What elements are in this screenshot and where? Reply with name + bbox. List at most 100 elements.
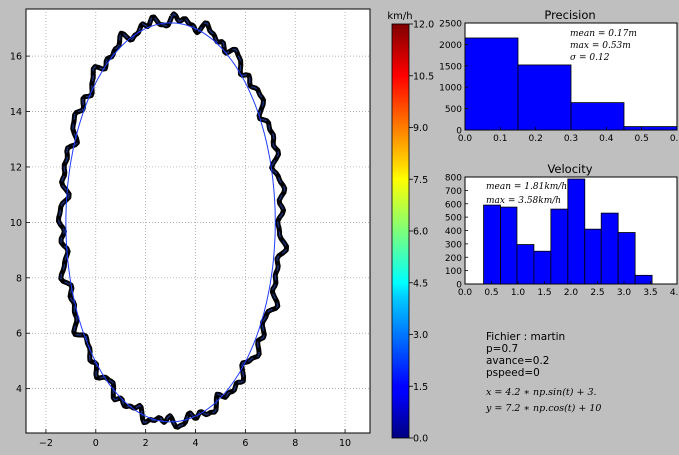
x-tick-label: 0.2 xyxy=(529,134,543,144)
histogram-bar xyxy=(617,232,636,285)
y-tick-label: 10 xyxy=(10,218,22,229)
velocity-mean: mean = 1.81km/h xyxy=(486,182,567,192)
x-tick-label: 0.5 xyxy=(635,134,649,144)
histogram-bar xyxy=(483,204,501,285)
x-tick-label: 10 xyxy=(339,438,351,449)
y-tick-label: 600 xyxy=(445,200,462,210)
trajectory-speed-trace xyxy=(57,12,288,428)
y-tick-label: 300 xyxy=(445,240,462,250)
y-tick-label: 700 xyxy=(445,187,462,197)
y-tick-label: 800 xyxy=(445,174,462,184)
y-tick-label: 1000 xyxy=(439,84,462,94)
x-tick-label: 0.1 xyxy=(493,134,507,144)
x-tick-label: 6 xyxy=(242,438,248,449)
colorbar-tick-label: 1.5 xyxy=(413,382,428,393)
velocity-bars xyxy=(483,178,653,285)
reference-ellipse xyxy=(65,22,276,423)
precision-x-axis: 0.0 0.1 0.2 0.3 0.4 0.5 0.6 xyxy=(458,127,679,144)
x-tick-label: 3.0 xyxy=(617,288,632,298)
x-tick-label: 2.0 xyxy=(564,288,579,298)
colorbar-label: km/h xyxy=(387,11,412,22)
y-tick-label: 8 xyxy=(16,273,22,284)
y-tick-label: 200 xyxy=(445,254,462,264)
y-tick-label: 500 xyxy=(445,214,462,224)
x-tick-label: −2 xyxy=(39,438,53,449)
histogram-bar xyxy=(623,126,678,131)
precision-y-axis: 0 500 1000 1500 2000 2500 xyxy=(439,20,468,137)
velocity-max: max = 3.58km/h xyxy=(486,196,561,206)
histogram-bar xyxy=(584,228,602,285)
histogram-bar xyxy=(464,37,519,131)
x-tick-label: 3.5 xyxy=(643,288,657,298)
y-tick-label: 100 xyxy=(445,267,462,277)
x-tick-label: 2 xyxy=(143,438,149,449)
histogram-bar xyxy=(634,274,653,285)
y-axis: 4 6 8 10 12 14 16 xyxy=(10,52,30,395)
x-tick-label: 0.4 xyxy=(599,134,614,144)
precision-title: Precision xyxy=(544,8,595,22)
histogram-bar xyxy=(500,206,518,285)
colorbar-tick-label: 9.0 xyxy=(413,123,428,134)
colorbar-ticks: 0.0 1.5 3.0 4.5 6.0 7.5 9.0 10.5 12.0 xyxy=(409,20,434,445)
x-tick-label: 0.0 xyxy=(458,134,473,144)
velocity-x-axis: 0.0 0.5 1.0 1.5 2.0 2.5 3.0 3.5 4.0 xyxy=(458,281,679,298)
histogram-bar xyxy=(516,244,535,285)
precision-max: max = 0.53m xyxy=(570,41,631,51)
histogram-bar xyxy=(600,212,619,285)
param-p: p=0.7 xyxy=(486,343,519,355)
y-tick-label: 400 xyxy=(445,227,462,237)
x-tick-label: 2.5 xyxy=(590,288,604,298)
x-tick-label: 0.5 xyxy=(484,288,498,298)
colorbar-tick-label: 0.0 xyxy=(413,434,428,445)
y-tick-label: 4 xyxy=(16,384,22,395)
y-tick-label: 0 xyxy=(456,281,462,291)
colorbar-tick-label: 6.0 xyxy=(413,227,428,238)
x-tick-label: 4.0 xyxy=(670,288,679,298)
y-tick-label: 16 xyxy=(10,52,22,63)
file-name: Fichier : martin xyxy=(486,331,566,343)
histogram-bar xyxy=(550,208,569,285)
colorbar: km/h 0.0 1.5 3.0 4.5 6.0 7.5 9.0 10.5 12.0 xyxy=(387,11,434,445)
histogram-bar xyxy=(570,102,625,131)
y-tick-label: 0 xyxy=(456,127,462,137)
colorbar-tick-label: 3.0 xyxy=(413,330,428,341)
colorbar-tick-label: 7.5 xyxy=(413,175,428,186)
trajectory-plot: −2 0 2 4 6 8 10 4 6 8 10 12 14 16 xyxy=(10,8,371,449)
param-pspeed: pspeed=0 xyxy=(486,367,540,379)
colorbar-tick-label: 4.5 xyxy=(413,278,428,289)
precision-sigma: σ = 0.12 xyxy=(570,53,610,63)
equation-y: y = 7.2 ∗ np.cos(t) + 10 xyxy=(486,403,602,414)
x-tick-label: 1.0 xyxy=(511,288,526,298)
y-tick-label: 2000 xyxy=(439,41,462,51)
colorbar-gradient xyxy=(391,23,410,439)
x-tick-label: 1.5 xyxy=(537,288,551,298)
y-tick-label: 14 xyxy=(10,107,22,118)
x-tick-label: 0.6 xyxy=(670,134,679,144)
equation-x: x = 4.2 ∗ np.sin(t) + 3. xyxy=(486,387,597,398)
precision-bars xyxy=(464,37,678,131)
y-tick-label: 6 xyxy=(16,329,22,340)
x-axis: −2 0 2 4 6 8 10 xyxy=(39,429,351,449)
colorbar-tick-label: 10.5 xyxy=(413,71,434,82)
velocity-y-axis: 0 100 200 300 400 500 600 700 800 xyxy=(445,174,468,291)
x-tick-label: 8 xyxy=(292,438,298,449)
x-tick-label: 4 xyxy=(192,438,198,449)
x-tick-label: 0.3 xyxy=(564,134,578,144)
precision-histogram: Precision 0 500 1000 1500 2000 2500 0.0 0.1 0.2… xyxy=(439,8,679,144)
param-avance: avance=0.2 xyxy=(486,355,550,367)
precision-mean: mean = 0.17m xyxy=(570,29,637,39)
x-tick-label: 0 xyxy=(93,438,99,449)
colorbar-tick-label: 12.0 xyxy=(413,20,434,31)
y-tick-label: 2500 xyxy=(439,20,462,30)
y-tick-label: 500 xyxy=(445,105,462,115)
x-tick-label: 0.0 xyxy=(458,288,473,298)
histogram-bar xyxy=(567,178,586,285)
histogram-bar xyxy=(533,250,552,285)
y-tick-label: 12 xyxy=(10,162,22,173)
run-info: Fichier : martin p=0.7 avance=0.2 pspeed… xyxy=(486,331,601,417)
velocity-title: Velocity xyxy=(547,162,592,176)
histogram-bar xyxy=(517,64,572,131)
plot-area xyxy=(25,8,371,434)
